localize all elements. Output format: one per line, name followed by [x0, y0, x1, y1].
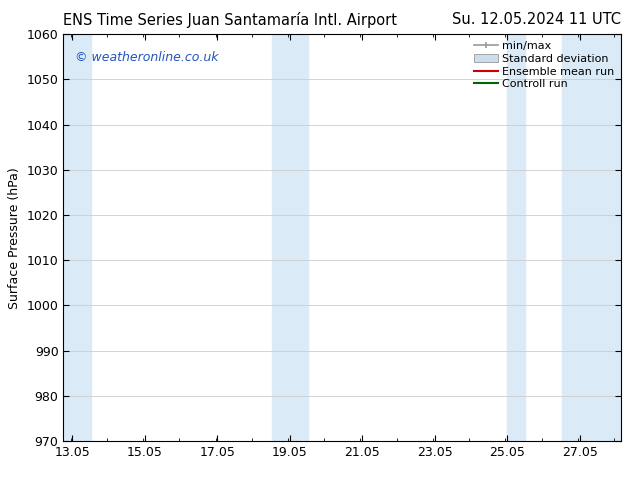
Text: © weatheronline.co.uk: © weatheronline.co.uk	[75, 50, 218, 64]
Text: ENS Time Series Juan Santamaría Intl. Airport: ENS Time Series Juan Santamaría Intl. Ai…	[63, 12, 398, 28]
Bar	[507, 34, 526, 441]
Bar	[272, 34, 308, 441]
Text: Su. 12.05.2024 11 UTC: Su. 12.05.2024 11 UTC	[452, 12, 621, 27]
Y-axis label: Surface Pressure (hPa): Surface Pressure (hPa)	[8, 167, 21, 309]
Legend: min/max, Standard deviation, Ensemble mean run, Controll run: min/max, Standard deviation, Ensemble me…	[469, 37, 619, 94]
Bar	[562, 34, 621, 441]
Bar	[63, 34, 91, 441]
